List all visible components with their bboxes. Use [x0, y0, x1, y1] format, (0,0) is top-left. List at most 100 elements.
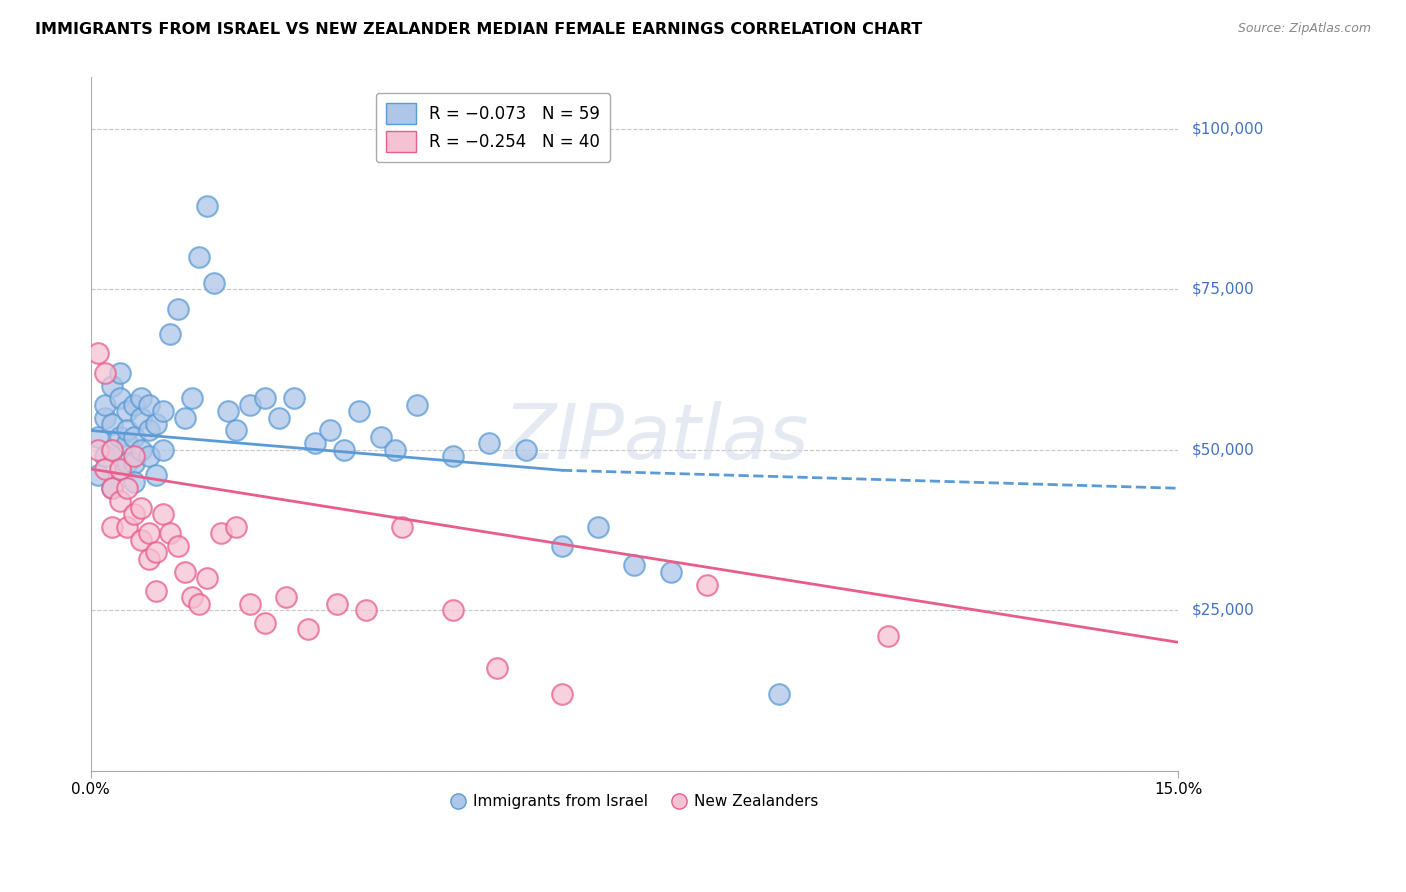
Point [195, 199, 218, 213]
Point [108, 366, 131, 380]
Point [138, 398, 160, 412]
Point [101, 481, 124, 495]
Point [173, 410, 195, 425]
Point [138, 526, 160, 541]
Point [181, 591, 204, 605]
Point [108, 494, 131, 508]
Point [87, 346, 110, 360]
Point [94, 398, 117, 412]
Text: $75,000: $75,000 [1192, 282, 1254, 297]
Point [145, 584, 167, 599]
Point [768, 687, 790, 701]
Point [145, 417, 167, 431]
Point [108, 430, 131, 444]
Point [87, 430, 110, 444]
Text: $100,000: $100,000 [1192, 121, 1264, 136]
Point [159, 526, 181, 541]
Point [195, 571, 218, 585]
Point [101, 442, 124, 457]
Text: ZIPatlas: ZIPatlas [503, 401, 808, 475]
Point [253, 615, 276, 630]
Point [166, 539, 188, 553]
Point [152, 404, 174, 418]
Point [115, 424, 138, 438]
Point [515, 442, 537, 457]
Point [131, 442, 153, 457]
Point [304, 436, 326, 450]
Point [101, 481, 124, 495]
Point [406, 398, 429, 412]
Point [101, 378, 124, 392]
Point [623, 558, 645, 573]
Point [122, 456, 145, 470]
Point [152, 442, 174, 457]
Point [94, 410, 117, 425]
Point [319, 424, 342, 438]
Point [551, 687, 574, 701]
Point [239, 597, 262, 611]
Point [159, 327, 181, 342]
Point [283, 392, 305, 406]
Point [115, 481, 138, 495]
Point [202, 276, 225, 290]
Point [696, 577, 718, 591]
Point [276, 591, 298, 605]
Point [101, 417, 124, 431]
Point [152, 507, 174, 521]
Point [94, 462, 117, 476]
Point [370, 430, 392, 444]
Point [173, 565, 195, 579]
Point [131, 392, 153, 406]
Point [485, 661, 508, 675]
Point [94, 449, 117, 463]
Point [131, 410, 153, 425]
Point [122, 449, 145, 463]
Point [138, 424, 160, 438]
Legend: Immigrants from Israel, New Zealanders: Immigrants from Israel, New Zealanders [444, 788, 824, 815]
Point [122, 507, 145, 521]
Point [217, 404, 239, 418]
Point [108, 462, 131, 476]
Point [551, 539, 574, 553]
Point [384, 442, 406, 457]
Point [131, 500, 153, 515]
Point [138, 449, 160, 463]
Text: $50,000: $50,000 [1192, 442, 1254, 458]
Point [354, 603, 377, 617]
Point [115, 456, 138, 470]
Point [441, 603, 464, 617]
Point [145, 545, 167, 559]
Point [115, 404, 138, 418]
Point [108, 462, 131, 476]
Point [115, 520, 138, 534]
Text: IMMIGRANTS FROM ISRAEL VS NEW ZEALANDER MEDIAN FEMALE EARNINGS CORRELATION CHART: IMMIGRANTS FROM ISRAEL VS NEW ZEALANDER … [35, 22, 922, 37]
Point [101, 520, 124, 534]
Point [391, 520, 413, 534]
Point [253, 392, 276, 406]
Point [87, 468, 110, 483]
Point [115, 436, 138, 450]
Text: Source: ZipAtlas.com: Source: ZipAtlas.com [1237, 22, 1371, 36]
Point [586, 520, 609, 534]
Point [188, 250, 211, 264]
Point [122, 475, 145, 489]
Point [166, 301, 188, 316]
Point [333, 442, 356, 457]
Point [441, 449, 464, 463]
Point [659, 565, 682, 579]
Point [94, 366, 117, 380]
Point [877, 629, 900, 643]
Point [101, 442, 124, 457]
Point [122, 430, 145, 444]
Text: $25,000: $25,000 [1192, 603, 1254, 618]
Point [269, 410, 291, 425]
Point [131, 533, 153, 547]
Point [181, 392, 204, 406]
Point [225, 520, 247, 534]
Point [225, 424, 247, 438]
Point [239, 398, 262, 412]
Point [209, 526, 232, 541]
Point [188, 597, 211, 611]
Point [87, 442, 110, 457]
Point [297, 623, 319, 637]
